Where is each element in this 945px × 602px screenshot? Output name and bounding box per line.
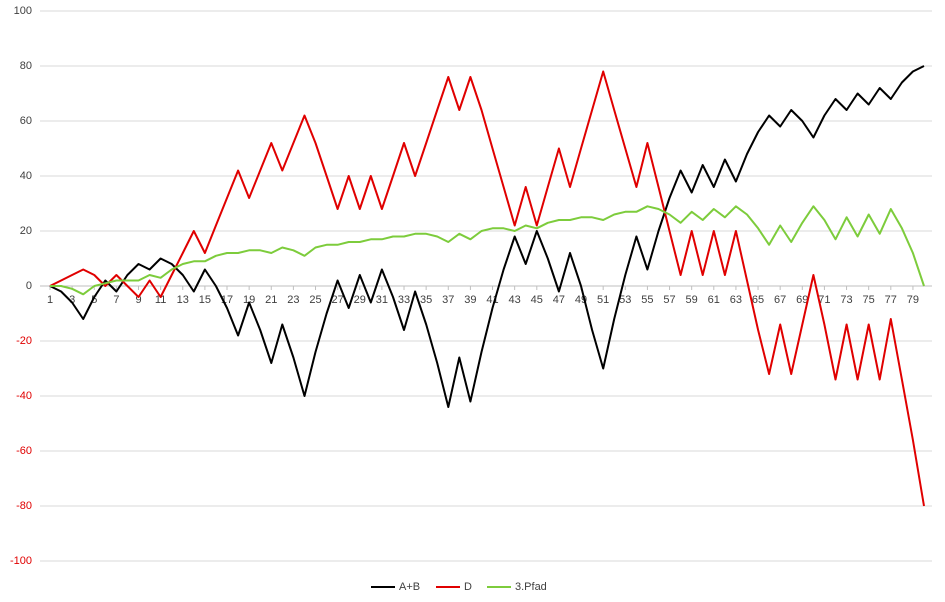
x-tick-label: 31 — [376, 294, 388, 306]
x-tick-label: 45 — [531, 294, 543, 306]
x-tick-label: 69 — [796, 294, 808, 306]
x-tick-label: 37 — [442, 294, 454, 306]
x-tick-label: 43 — [509, 294, 521, 306]
y-tick-label: 60 — [20, 115, 32, 127]
x-tick-label: 15 — [199, 294, 211, 306]
x-tick-label: 23 — [287, 294, 299, 306]
x-tick-label: 63 — [730, 294, 742, 306]
x-tick-label: 21 — [265, 294, 277, 306]
x-tick-label: 5 — [91, 294, 97, 306]
y-tick-label: 20 — [20, 225, 32, 237]
x-tick-label: 13 — [177, 294, 189, 306]
x-tick-label: 59 — [686, 294, 698, 306]
x-tick-label: 7 — [113, 294, 119, 306]
x-tick-label: 9 — [135, 294, 141, 306]
x-tick-label: 33 — [398, 294, 410, 306]
x-tick-label: 75 — [863, 294, 875, 306]
x-tick-label: 35 — [420, 294, 432, 306]
x-tick-label: 47 — [553, 294, 565, 306]
y-tick-label: -100 — [10, 555, 32, 567]
x-tick-label: 3 — [69, 294, 75, 306]
x-tick-label: 11 — [155, 294, 166, 306]
y-tick-label: -20 — [16, 335, 32, 347]
x-tick-label: 73 — [840, 294, 852, 306]
legend-label: 3.Pfad — [515, 581, 547, 593]
x-tick-label: 29 — [354, 294, 366, 306]
y-tick-label: -60 — [16, 445, 32, 457]
y-tick-label: 100 — [14, 5, 32, 17]
x-tick-label: 19 — [243, 294, 255, 306]
series-line — [50, 205, 925, 296]
x-tick-label: 1 — [47, 294, 53, 306]
y-tick-label: -80 — [16, 500, 32, 512]
x-tick-label: 27 — [332, 294, 344, 306]
x-tick-label: 61 — [708, 294, 720, 306]
legend-label: D — [464, 581, 472, 593]
x-tick-label: 67 — [774, 294, 786, 306]
y-tick-label: -40 — [16, 390, 32, 402]
x-tick-label: 25 — [309, 294, 321, 306]
legend-label: A+B — [399, 581, 420, 593]
series-line — [49, 70, 925, 507]
y-tick-label: 80 — [20, 60, 32, 72]
x-tick-label: 51 — [597, 294, 609, 306]
x-tick-label: 53 — [619, 294, 631, 306]
x-tick-label: 79 — [907, 294, 919, 306]
x-tick-label: 39 — [464, 294, 476, 306]
x-tick-label: 57 — [663, 294, 675, 306]
x-tick-label: 55 — [641, 294, 653, 306]
x-tick-label: 71 — [818, 294, 830, 306]
series-line — [49, 65, 925, 408]
y-tick-label: 0 — [26, 280, 32, 292]
x-tick-label: 77 — [885, 294, 897, 306]
y-tick-label: 40 — [20, 170, 32, 182]
x-tick-label: 65 — [752, 294, 764, 306]
